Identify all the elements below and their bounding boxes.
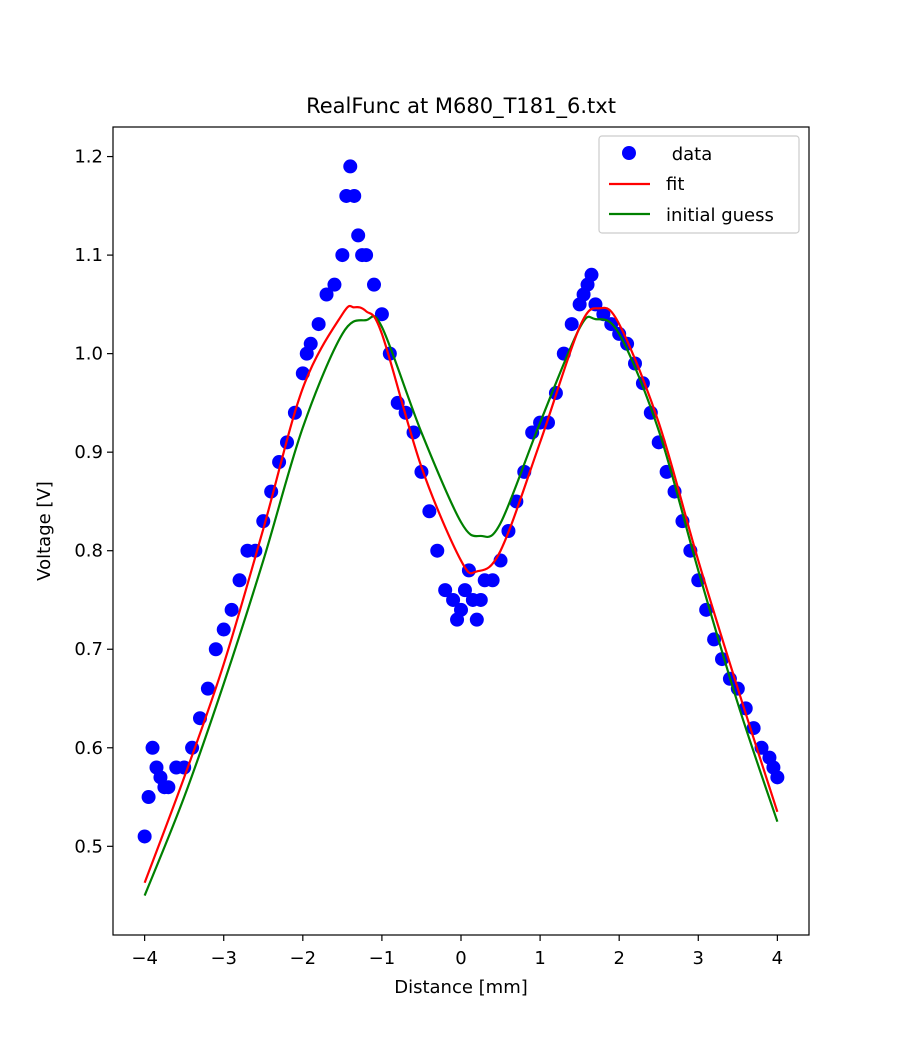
data-point <box>224 602 239 617</box>
legend-box <box>598 135 800 234</box>
data-point <box>374 307 389 322</box>
data-point <box>335 248 350 263</box>
y-axis-label: Voltage [V] <box>34 481 55 581</box>
data-point <box>770 770 785 785</box>
data-point <box>564 317 579 332</box>
data-point <box>422 504 437 519</box>
data-point <box>232 573 247 588</box>
data-point <box>177 760 192 775</box>
y-tick-label: 1.1 <box>74 245 103 266</box>
data-point <box>311 317 326 332</box>
x-tick-label: 2 <box>613 948 624 969</box>
x-tick-label: 4 <box>772 948 783 969</box>
data-point <box>303 336 318 351</box>
y-tick-label: 1.0 <box>74 344 103 365</box>
data-point <box>367 277 381 292</box>
data-point <box>343 159 358 174</box>
data-point <box>596 307 611 322</box>
y-tick-label: 0.8 <box>74 541 103 562</box>
data-point <box>216 622 231 637</box>
x-tick-label: −2 <box>290 948 317 969</box>
fit-line <box>143 304 779 884</box>
y-axis: 0.5 0.6 0.7 0.8 0.9 1.0 1.1 1.2 <box>74 147 113 857</box>
x-tick-label: −1 <box>369 948 396 969</box>
data-point <box>161 780 176 795</box>
legend-fit-label: fit <box>666 174 684 195</box>
data-point <box>327 277 342 292</box>
data-point <box>137 829 152 844</box>
y-tick-label: 1.2 <box>74 147 103 168</box>
legend-data-marker <box>622 146 636 160</box>
x-axis-label: Distance [mm] <box>394 977 528 998</box>
data-point <box>430 543 445 558</box>
x-axis: −4 −3 −2 −1 0 1 2 3 4 <box>131 935 783 969</box>
data-point <box>351 228 366 243</box>
data-point <box>485 573 500 588</box>
data-point <box>469 612 484 627</box>
x-tick-label: 0 <box>455 948 466 969</box>
data-point <box>145 740 160 755</box>
legend-initial-guess-label: initial guess <box>666 205 774 226</box>
data-point <box>347 188 362 203</box>
data-point <box>446 592 461 607</box>
data-point <box>200 681 215 696</box>
initial-guess-line <box>143 315 779 896</box>
x-tick-label: 3 <box>693 948 704 969</box>
plot-area <box>137 159 785 896</box>
data-point <box>454 602 468 617</box>
x-tick-label: 1 <box>534 948 545 969</box>
legend-data-label: data <box>666 144 712 165</box>
data-point <box>473 592 488 607</box>
x-tick-label: −4 <box>131 948 158 969</box>
data-point <box>457 583 472 598</box>
chart-title: RealFunc at M680_T181_6.txt <box>306 94 616 119</box>
y-tick-label: 0.9 <box>74 442 103 463</box>
data-point <box>359 248 374 263</box>
data-point <box>208 642 223 657</box>
y-tick-label: 0.5 <box>74 836 103 857</box>
data-point <box>438 583 453 598</box>
y-tick-label: 0.6 <box>74 738 103 759</box>
data-point <box>584 267 599 282</box>
x-tick-label: −3 <box>210 948 237 969</box>
data-point <box>319 287 334 302</box>
y-tick-label: 0.7 <box>74 639 103 660</box>
legend: data fit initial guess <box>598 135 800 234</box>
data-point <box>141 790 156 805</box>
